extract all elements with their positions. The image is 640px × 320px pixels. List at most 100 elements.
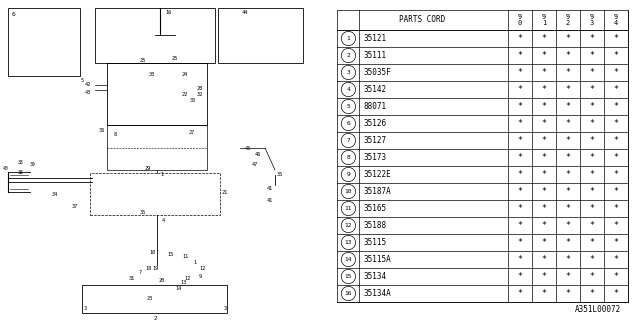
Text: 5: 5 [346,104,350,109]
Text: *: * [541,119,547,128]
Text: 24: 24 [182,73,188,77]
Text: *: * [541,153,547,162]
Text: 1: 1 [346,36,350,41]
Text: *: * [614,272,618,281]
Text: 35121: 35121 [364,34,387,43]
Text: *: * [541,68,547,77]
Text: 41: 41 [267,197,273,203]
Text: *: * [589,68,595,77]
Text: *: * [589,255,595,264]
Text: 4: 4 [346,87,350,92]
Text: *: * [541,221,547,230]
Text: 9
4: 9 4 [614,14,618,26]
Text: *: * [541,272,547,281]
Text: 35126: 35126 [364,119,387,128]
Text: *: * [589,272,595,281]
Text: *: * [614,136,618,145]
Text: *: * [589,85,595,94]
Text: 19: 19 [152,266,158,270]
Text: 2: 2 [346,53,350,58]
Text: 47: 47 [252,163,258,167]
Text: 9
1: 9 1 [541,14,546,26]
Text: 16: 16 [345,291,352,296]
Text: *: * [517,204,522,213]
Text: *: * [589,153,595,162]
Text: 12: 12 [184,276,190,281]
Text: 39: 39 [30,163,36,167]
Text: *: * [565,153,570,162]
Text: *: * [541,34,547,43]
Text: *: * [541,204,547,213]
Text: 30: 30 [149,73,155,77]
Text: 37: 37 [72,204,78,210]
Text: *: * [589,119,595,128]
Text: *: * [517,51,522,60]
Text: 13: 13 [345,240,352,245]
Text: 43: 43 [85,90,91,94]
Text: *: * [517,68,522,77]
Text: 35142: 35142 [364,85,387,94]
Text: 10: 10 [149,250,155,254]
Text: 9: 9 [198,274,202,278]
Text: *: * [517,187,522,196]
Text: 35187A: 35187A [364,187,391,196]
Text: *: * [517,119,522,128]
Text: *: * [614,153,618,162]
Text: 35165: 35165 [364,204,387,213]
Text: 3: 3 [223,306,227,310]
Text: *: * [589,221,595,230]
Text: 35: 35 [140,211,146,215]
Text: 41: 41 [267,186,273,190]
Text: *: * [614,68,618,77]
Text: *: * [541,102,547,111]
Text: *: * [614,85,618,94]
Text: *: * [614,238,618,247]
Text: *: * [565,51,570,60]
Text: 31: 31 [129,276,135,281]
Text: 36: 36 [99,127,105,132]
Text: 42: 42 [85,83,91,87]
Text: 25: 25 [140,58,146,62]
Text: 11: 11 [182,253,188,259]
Text: *: * [517,272,522,281]
Text: *: * [614,187,618,196]
Text: *: * [517,289,522,298]
Text: 11: 11 [345,206,352,211]
Text: 4: 4 [161,218,164,222]
Text: *: * [541,136,547,145]
Text: 27: 27 [189,130,195,134]
Bar [95,8,215,63]
Text: 35188: 35188 [364,221,387,230]
Text: *: * [589,34,595,43]
Bar [90,173,220,215]
Text: *: * [541,289,547,298]
Text: 88071: 88071 [364,102,387,111]
Text: 8: 8 [346,155,350,160]
Text: 35115: 35115 [364,238,387,247]
Text: *: * [565,119,570,128]
Text: *: * [614,255,618,264]
Text: 46: 46 [255,153,261,157]
Bar [82,285,227,313]
Text: *: * [565,34,570,43]
Text: 21: 21 [222,190,228,196]
Text: *: * [589,136,595,145]
Text: 35111: 35111 [364,51,387,60]
Text: 14: 14 [345,257,352,262]
Text: 23: 23 [147,295,153,300]
Text: 7: 7 [346,138,350,143]
Text: 1: 1 [161,172,164,178]
Text: *: * [517,85,522,94]
Text: 12: 12 [199,266,205,270]
Text: *: * [589,238,595,247]
Text: 29: 29 [145,165,151,171]
Text: 28: 28 [197,85,203,91]
Text: 44: 44 [242,11,248,15]
Text: 16: 16 [165,10,171,14]
Text: *: * [565,221,570,230]
Text: *: * [565,255,570,264]
Text: *: * [614,51,618,60]
Text: *: * [565,68,570,77]
Text: 7: 7 [138,269,141,275]
Text: 12: 12 [345,223,352,228]
